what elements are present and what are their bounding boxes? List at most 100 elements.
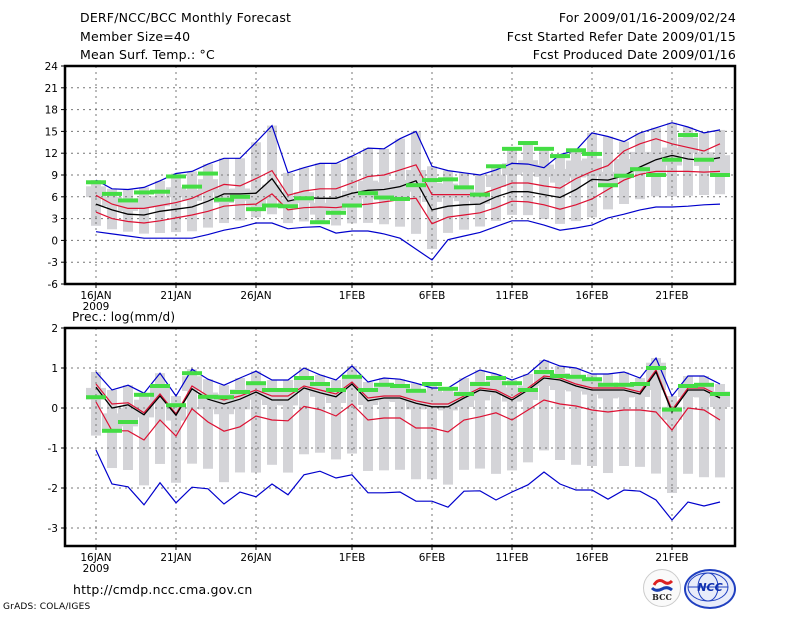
ensemble-whisker — [331, 380, 341, 460]
x-tick-label: 26JAN — [240, 290, 271, 302]
forecast-produced-date: Fcst Produced Date 2009/01/16 — [532, 47, 736, 62]
observed-marker — [182, 184, 202, 189]
ensemble-whisker — [155, 373, 165, 464]
x-tick-label: 21FEB — [655, 290, 688, 302]
ensemble-box — [150, 196, 170, 207]
y-tick-label: 3 — [51, 214, 58, 226]
chart-precipitation: -3 -2 -1 0 1 2 16JAN 21JAN 26JAN 1FEB 6FEB 11FEB 16F… — [48, 323, 737, 575]
plot-frame — [63, 326, 737, 548]
ensemble-whisker — [251, 142, 261, 218]
ensemble-whisker — [427, 166, 437, 250]
ensemble-box — [278, 198, 298, 209]
observed-marker — [710, 173, 730, 177]
series-line-min — [95, 449, 721, 521]
observed-marker — [134, 190, 154, 195]
ensemble-box — [134, 198, 154, 208]
y-tick-label: 2 — [51, 323, 58, 335]
observed-marker — [470, 382, 490, 386]
ensemble-box — [470, 191, 490, 204]
ensemble-whisker — [219, 385, 229, 483]
observed-marker — [486, 376, 506, 380]
observed-marker — [326, 388, 346, 392]
ensemble-box — [438, 392, 458, 411]
observed-marker — [678, 384, 698, 388]
ensemble-whisker — [539, 148, 549, 220]
observed-marker — [502, 381, 522, 386]
observed-marker — [118, 420, 138, 424]
ensemble-box — [582, 158, 602, 177]
observed-marker — [598, 183, 618, 188]
series-line-mean — [95, 370, 721, 417]
observed-marker — [230, 194, 250, 199]
observed-marker — [102, 428, 122, 433]
ensemble-whisker — [395, 379, 405, 470]
y-tick-label: -2 — [48, 483, 58, 495]
ensemble-whisker — [667, 396, 677, 493]
ensemble-whisker — [331, 163, 341, 226]
observed-marker — [486, 164, 506, 169]
ensemble-whisker — [267, 125, 277, 215]
x-tick-label: 1FEB — [339, 552, 366, 564]
ensemble-box — [518, 160, 538, 173]
ensemble-whisker — [299, 368, 309, 455]
ensemble-whisker — [251, 371, 261, 473]
x-tick-label: 21JAN — [160, 290, 191, 302]
observed-marker — [422, 382, 442, 386]
y-tick-label: -6 — [48, 279, 59, 291]
ensemble-whisker — [651, 358, 661, 474]
ensemble-whisker — [459, 172, 469, 230]
ensemble-box — [102, 413, 122, 431]
ensemble-whisker — [555, 366, 565, 460]
x-tick-label: 1FEB — [339, 290, 366, 302]
observed-marker — [374, 382, 394, 387]
observed-marker — [262, 388, 282, 392]
observed-marker — [406, 183, 426, 188]
ensemble-box — [182, 189, 202, 201]
observed-marker — [86, 180, 106, 185]
observed-marker — [358, 388, 378, 392]
observed-marker — [358, 191, 378, 196]
observed-marker — [294, 196, 314, 201]
observed-marker — [662, 157, 682, 162]
x-tick-label: 16JAN — [80, 290, 111, 302]
observed-marker — [614, 382, 634, 387]
observed-marker — [278, 204, 298, 209]
observed-marker — [262, 203, 282, 208]
ensemble-whisker — [187, 369, 197, 464]
x-tick-label: 16FEB — [575, 290, 608, 302]
ensemble-whisker — [347, 156, 357, 224]
observed-marker — [182, 371, 202, 376]
observed-marker — [374, 195, 394, 200]
ensemble-whisker — [699, 376, 709, 478]
ensemble-box — [86, 387, 106, 400]
observed-marker — [438, 177, 458, 182]
ensemble-box — [646, 151, 666, 174]
source-url[interactable]: http://cmdp.ncc.cma.gov.cn — [73, 582, 253, 597]
ensemble-whisker — [267, 380, 277, 465]
y-tick-label: 0 — [51, 403, 58, 415]
observed-marker — [550, 374, 570, 378]
y-tick-label: 12 — [45, 148, 58, 160]
series-line-p_lower — [95, 399, 721, 441]
x-tick-label: 21FEB — [655, 552, 688, 564]
series-line-p_upper — [95, 138, 721, 209]
observed-marker — [150, 384, 170, 388]
observed-marker — [422, 178, 442, 183]
ensemble-whisker — [443, 170, 453, 233]
ensemble-whisker — [443, 388, 453, 485]
ensemble-box — [182, 376, 202, 391]
observed-marker — [150, 189, 170, 194]
ensemble-whisker — [187, 171, 197, 232]
forecast-started-date: Fcst Started Refer Date 2009/01/15 — [506, 29, 736, 44]
observed-marker — [678, 133, 698, 138]
observed-marker — [198, 171, 218, 176]
ensemble-box — [550, 168, 570, 183]
ensemble-whisker — [491, 374, 501, 474]
ensemble-whisker — [523, 374, 533, 463]
ensemble-box — [118, 202, 138, 211]
ensemble-whisker — [555, 154, 565, 224]
ensemble-box — [486, 174, 506, 187]
ensemble-whisker — [283, 172, 293, 224]
observed-marker — [550, 154, 570, 159]
x-tick-label: 6FEB — [419, 552, 446, 564]
